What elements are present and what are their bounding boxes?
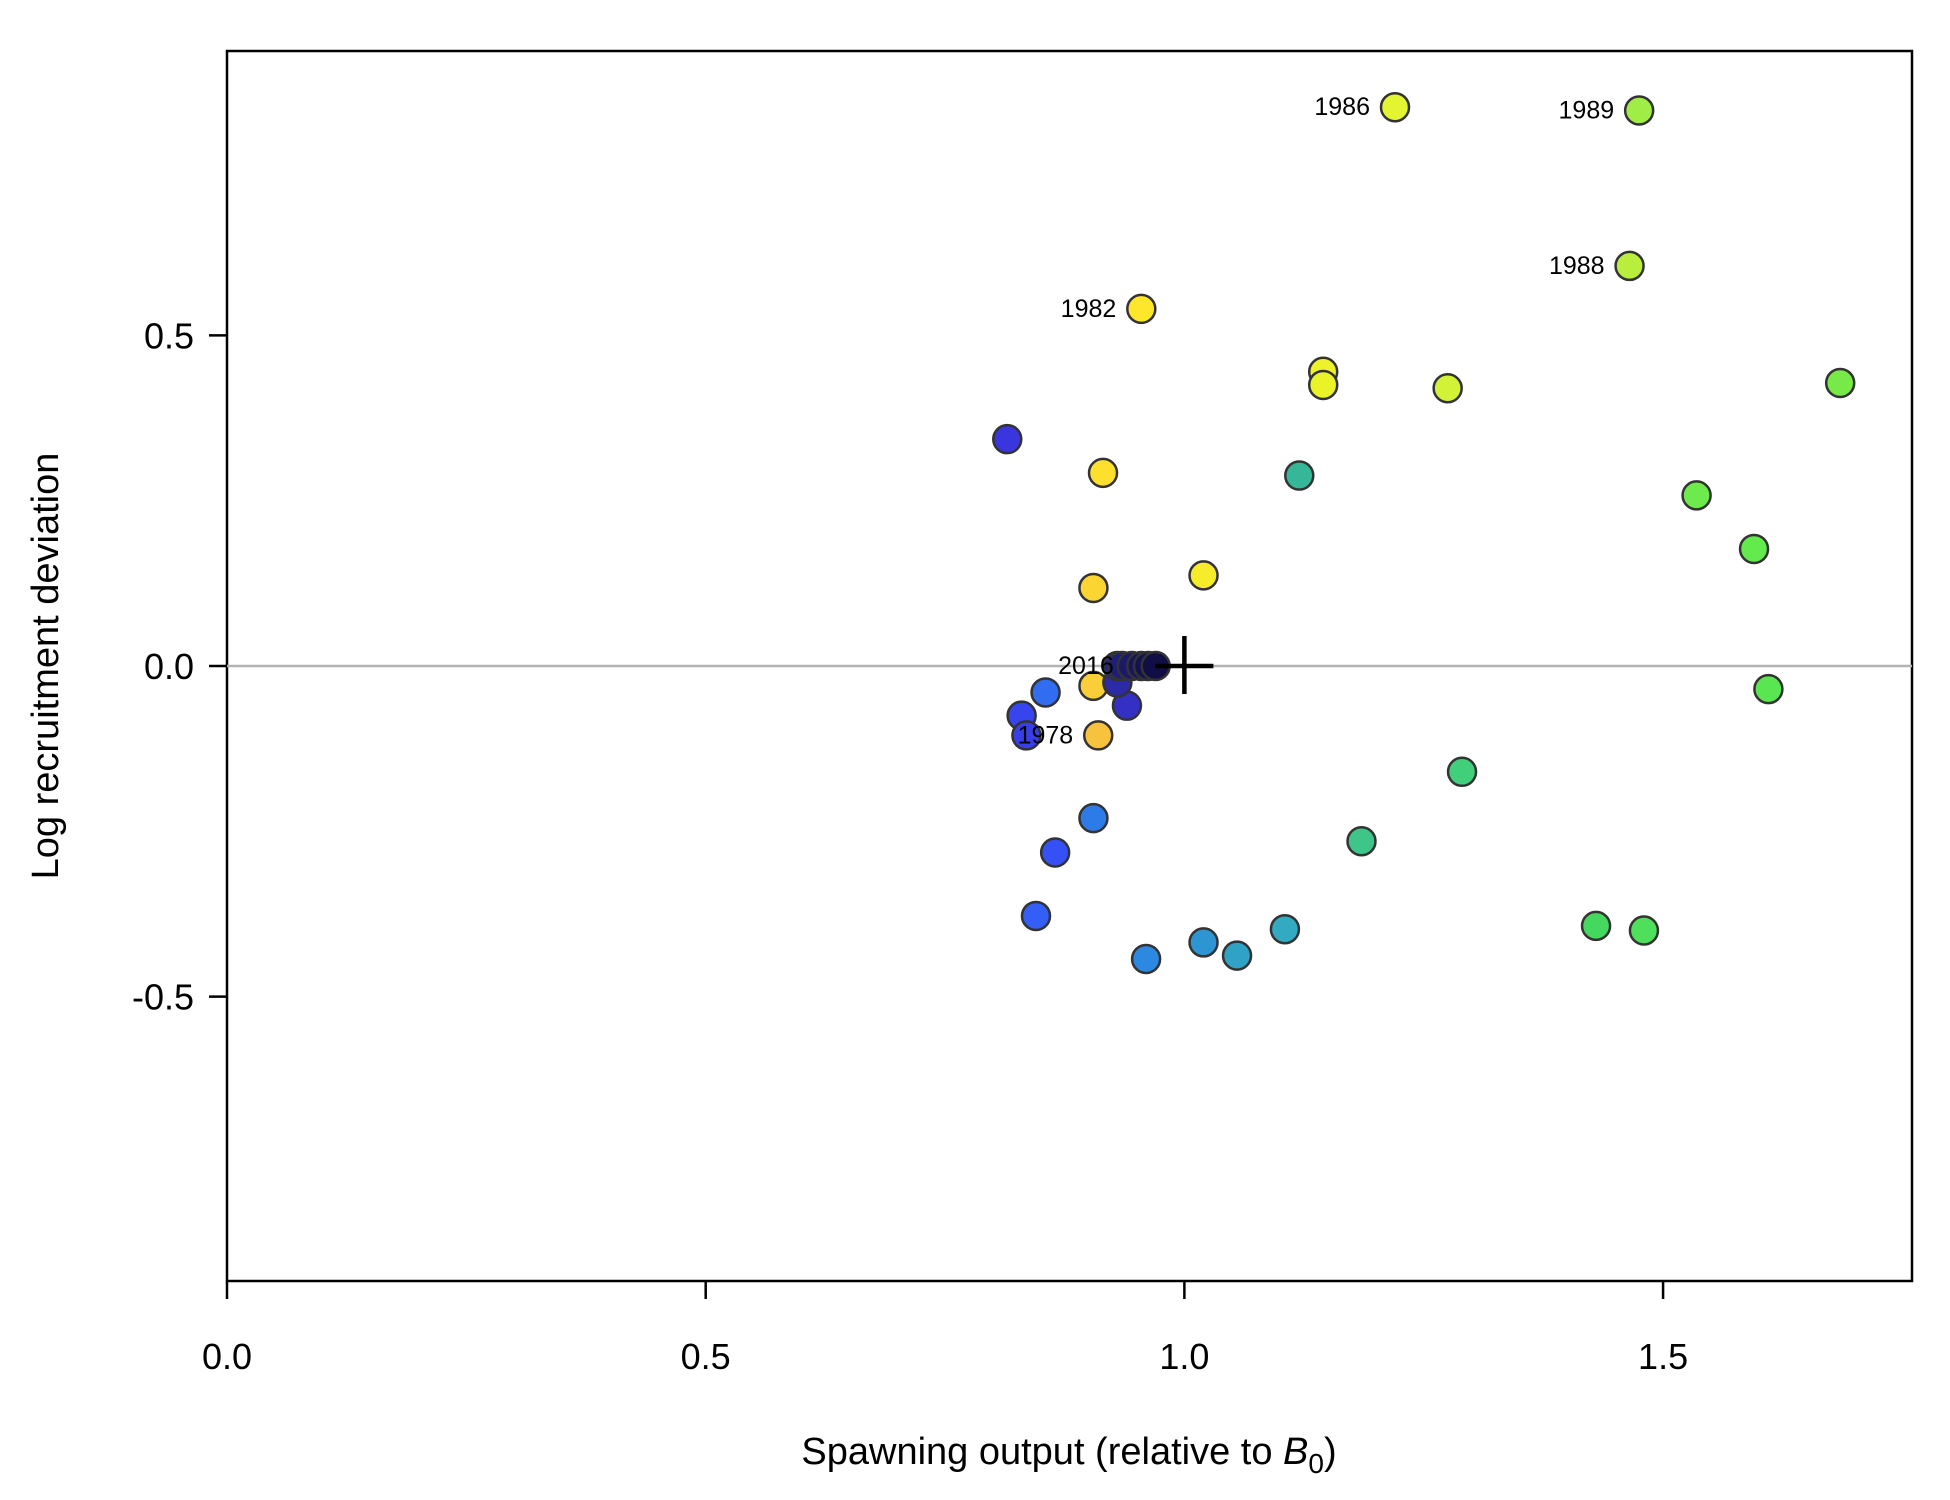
data-point	[1628, 915, 1660, 946]
year-label: 1986	[1314, 93, 1370, 121]
data-point	[1188, 560, 1219, 591]
data-point	[1126, 293, 1157, 325]
data-point	[1580, 910, 1612, 942]
data-point	[1614, 250, 1645, 282]
x-tick-label: 1.5	[1638, 1336, 1688, 1377]
data-point	[1011, 720, 1042, 751]
y-tick-label: -0.5	[132, 977, 194, 1018]
data-point	[1087, 457, 1119, 489]
year-label: 2016	[1058, 652, 1114, 680]
y-tick-label: 0.0	[144, 646, 194, 687]
data-point	[1130, 943, 1162, 975]
data-point	[1188, 927, 1219, 958]
x-tick-label: 0.5	[681, 1336, 731, 1377]
data-point	[1824, 367, 1856, 399]
data-point	[1082, 720, 1114, 751]
data-point	[1078, 572, 1109, 604]
x-tick-label: 0.0	[202, 1336, 252, 1377]
x-axis-title: Spawning output (relative to B0)	[801, 1431, 1336, 1479]
data-point	[1284, 460, 1315, 491]
data-point	[1307, 369, 1339, 401]
y-axis: -0.5 0.0 0.5	[132, 315, 227, 1018]
data-point	[1269, 913, 1301, 945]
data-point	[1738, 533, 1770, 565]
data-point	[1039, 837, 1071, 868]
year-label: 1989	[1559, 97, 1615, 125]
data-point	[1030, 677, 1061, 708]
data-point	[1020, 900, 1052, 932]
year-labels: 1978 1982 1986 1988 1989 2016	[1018, 93, 1615, 749]
data-point	[1078, 802, 1109, 834]
data-point	[1753, 673, 1784, 705]
y-tick-label: 0.5	[144, 315, 194, 356]
data-points	[992, 91, 1856, 975]
year-label: 1988	[1549, 252, 1605, 280]
data-point	[992, 423, 1023, 455]
data-point	[1346, 825, 1377, 857]
x-axis: 0.0 0.5 1.0 1.5	[202, 1281, 1688, 1377]
data-point	[1681, 480, 1712, 511]
data-point	[1379, 91, 1411, 123]
year-label: 1982	[1061, 295, 1117, 323]
year-label: 1978	[1018, 721, 1074, 749]
x-tick-label: 1.0	[1159, 1336, 1209, 1377]
data-point	[1446, 756, 1478, 788]
data-point	[1432, 373, 1463, 404]
data-point	[1221, 940, 1253, 971]
data-point	[1623, 95, 1655, 126]
reference-point-cross	[1155, 636, 1214, 694]
y-axis-title: Log recruitment deviation	[25, 453, 67, 880]
